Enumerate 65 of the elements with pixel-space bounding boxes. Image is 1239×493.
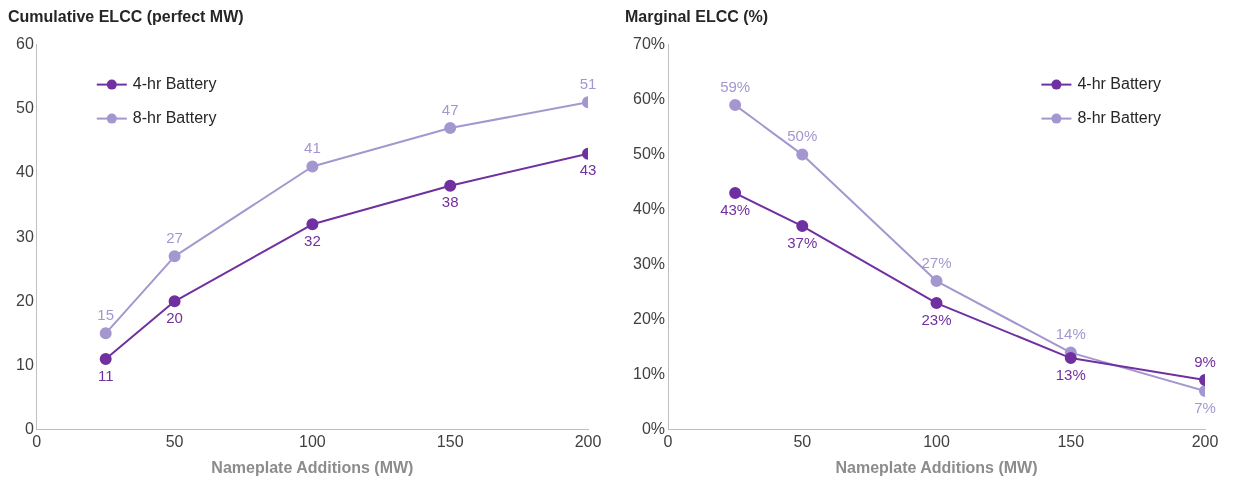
y-tick-label: 30 — [16, 227, 34, 245]
point — [1064, 352, 1077, 365]
y-tick-label: 20 — [16, 291, 34, 309]
y-tick-label: 60 — [16, 35, 34, 53]
y-tick-label: 40 — [16, 163, 34, 181]
x-axis-title: Nameplate Additions (MW) — [835, 458, 1038, 476]
y-tick-label: 10 — [16, 355, 34, 373]
chart-title: Cumulative ELCC (perfect MW) — [8, 8, 245, 27]
data-label: 9% — [1194, 352, 1216, 370]
point — [444, 122, 457, 135]
point — [930, 275, 943, 288]
data-label: 59% — [720, 77, 751, 95]
data-label: 43% — [720, 200, 751, 218]
point — [99, 327, 112, 340]
legend-label: 4-hr Battery — [1077, 75, 1162, 93]
y-tick-label: 70% — [632, 35, 666, 53]
x-tick-label: 200 — [574, 432, 602, 450]
x-tick-label: 150 — [1057, 432, 1085, 450]
legend-label: 4-hr Battery — [132, 75, 217, 93]
data-label: 27 — [166, 228, 183, 246]
y-tick-label: 50% — [632, 145, 666, 163]
data-label: 7% — [1194, 398, 1216, 416]
point — [930, 297, 943, 310]
point — [796, 148, 809, 161]
point — [729, 99, 742, 112]
x-tick-label: 100 — [923, 432, 950, 450]
y-tick-label: 60% — [632, 90, 666, 108]
y-tick-label: 20% — [632, 310, 666, 328]
data-label: 27% — [921, 253, 952, 271]
point — [99, 353, 112, 366]
x-axis-title: Nameplate Additions (MW) — [211, 458, 414, 476]
data-label: 13% — [1055, 365, 1086, 383]
point — [444, 179, 457, 192]
data-label: 11 — [97, 366, 114, 384]
x-tick-label: 200 — [1191, 432, 1219, 450]
data-label: 50% — [787, 127, 818, 145]
x-tick-label: 50 — [165, 432, 184, 450]
y-tick-label: 0 — [24, 420, 34, 438]
point — [306, 218, 319, 231]
data-label: 51 — [579, 74, 597, 92]
data-label: 47 — [441, 100, 459, 118]
data-label: 15 — [97, 305, 115, 323]
data-label: 23% — [921, 310, 952, 328]
y-tick-label: 10% — [632, 365, 666, 383]
data-label: 41 — [304, 139, 321, 157]
legend-label: 8-hr Battery — [1077, 109, 1162, 127]
point — [729, 187, 742, 200]
y-tick-label: 40% — [632, 200, 666, 218]
y-tick-label: 50 — [16, 99, 34, 117]
point — [306, 160, 319, 173]
point — [796, 220, 809, 233]
data-label: 20 — [166, 308, 183, 326]
x-tick-label: 100 — [299, 432, 326, 450]
data-label: 43 — [579, 161, 597, 179]
data-label: 37% — [787, 233, 818, 251]
x-tick-label: 50 — [793, 432, 812, 450]
data-label: 14% — [1055, 325, 1086, 343]
y-tick-label: 30% — [632, 255, 666, 273]
legend-label: 8-hr Battery — [132, 109, 217, 127]
chart-title: Marginal ELCC (%) — [625, 8, 770, 27]
data-label: 38 — [441, 193, 459, 211]
point — [168, 295, 181, 308]
data-label: 32 — [304, 231, 321, 249]
x-tick-label: 150 — [436, 432, 464, 450]
point — [168, 250, 181, 263]
